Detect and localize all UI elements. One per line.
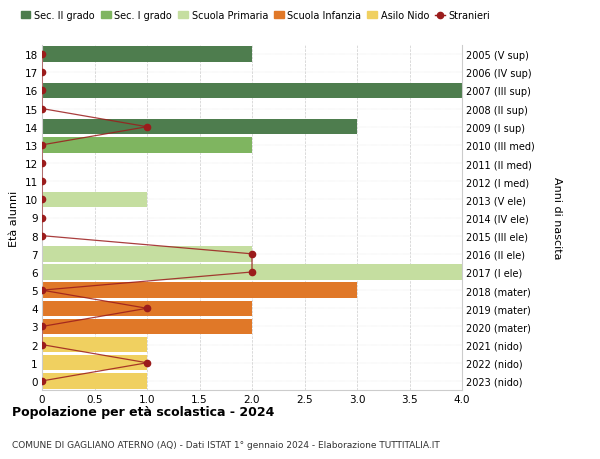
Bar <box>42 373 147 389</box>
Bar <box>42 84 462 99</box>
Legend: Sec. II grado, Sec. I grado, Scuola Primaria, Scuola Infanzia, Asilo Nido, Stran: Sec. II grado, Sec. I grado, Scuola Prim… <box>17 7 494 25</box>
Bar <box>42 337 147 353</box>
Bar <box>42 355 147 371</box>
Bar <box>42 192 147 207</box>
Text: Popolazione per età scolastica - 2024: Popolazione per età scolastica - 2024 <box>12 405 274 419</box>
Bar <box>42 47 252 63</box>
Text: COMUNE DI GAGLIANO ATERNO (AQ) - Dati ISTAT 1° gennaio 2024 - Elaborazione TUTTI: COMUNE DI GAGLIANO ATERNO (AQ) - Dati IS… <box>12 441 440 449</box>
Bar <box>42 120 357 135</box>
Bar <box>42 138 252 153</box>
Y-axis label: Età alunni: Età alunni <box>9 190 19 246</box>
Bar <box>42 319 252 335</box>
Bar <box>42 265 462 280</box>
Bar <box>42 246 252 262</box>
Bar <box>42 301 252 316</box>
Bar <box>42 283 357 298</box>
Y-axis label: Anni di nascita: Anni di nascita <box>551 177 562 259</box>
